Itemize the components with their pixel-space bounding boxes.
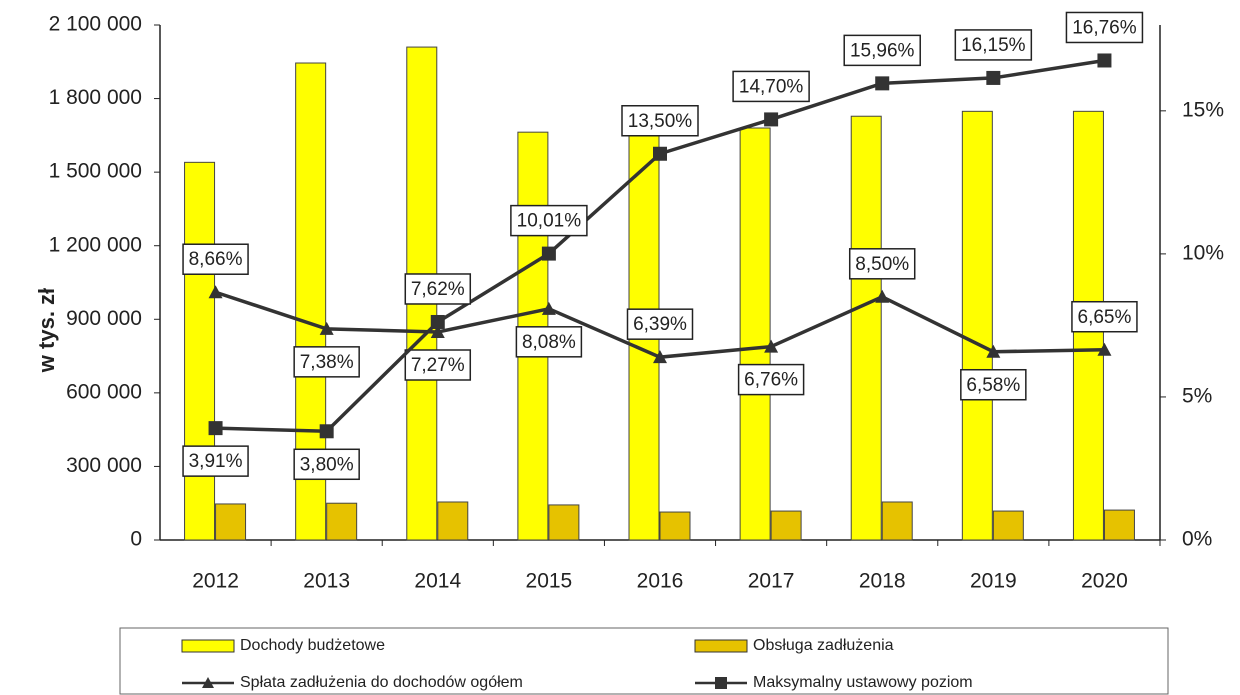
y-tick-label: 600 000: [66, 380, 142, 403]
label-box: [1065, 11, 1144, 44]
data-label: 3,91%: [189, 451, 243, 472]
marker: [430, 314, 445, 329]
data-label: 6,76%: [744, 370, 798, 391]
x-tick-label: 2013: [303, 570, 350, 593]
x-tick-label: 2018: [859, 570, 906, 593]
marker: [430, 324, 445, 338]
label-box: [293, 346, 360, 378]
marker: [986, 70, 1001, 85]
bar: [326, 502, 358, 541]
data-label: 7,62%: [411, 279, 465, 300]
marker: [541, 246, 556, 261]
x-tick-label: 2014: [414, 570, 461, 593]
legend-label: Dochody budżetowe: [240, 637, 385, 654]
data-label: 8,66%: [189, 249, 243, 270]
data-label: 6,65%: [1078, 307, 1132, 328]
marker: [208, 421, 223, 436]
marker: [986, 344, 1001, 358]
marker: [653, 146, 667, 161]
data-label: 7,27%: [411, 355, 465, 376]
y2-tick-label: 15%: [1182, 98, 1224, 121]
marker: [875, 76, 890, 91]
marker: [541, 301, 556, 315]
data-label: 16,15%: [961, 35, 1026, 56]
bar: [437, 501, 469, 541]
data-label: 16,76%: [1072, 17, 1137, 38]
data-label: 13,50%: [628, 111, 693, 132]
legend-swatch: [181, 639, 235, 653]
label-box: [732, 70, 810, 103]
legend-label: Obsługa zadłużenia: [753, 637, 894, 654]
label-box: [510, 204, 588, 237]
bar: [850, 115, 882, 541]
marker: [319, 321, 334, 335]
marker: [208, 285, 223, 299]
bar: [548, 504, 580, 541]
marker: [764, 112, 779, 127]
data-label: 10,01%: [517, 211, 582, 232]
x-tick-label: 2015: [526, 570, 573, 593]
data-label: 14,70%: [739, 76, 804, 97]
bar: [659, 511, 691, 541]
label-box: [954, 29, 1033, 61]
label-box: [621, 105, 699, 137]
data-label: 6,39%: [633, 314, 687, 335]
label-box: [1071, 300, 1138, 333]
label-box: [182, 243, 249, 275]
marker: [653, 350, 667, 364]
y-axis-label: w tys. zł: [34, 288, 59, 373]
marker: [875, 289, 890, 303]
label-box: [848, 248, 916, 280]
y-tick-label: 1 500 000: [49, 160, 142, 183]
label-box: [182, 445, 249, 477]
y2-tick-label: 0%: [1182, 528, 1212, 551]
bar: [770, 510, 802, 541]
label-box: [404, 273, 472, 305]
bar: [1103, 509, 1135, 541]
legend-marker: [202, 677, 214, 688]
bar: [215, 503, 247, 541]
bar: [992, 510, 1024, 541]
label-box: [626, 308, 694, 340]
marker: [1097, 342, 1112, 356]
y-tick-label: 1 800 000: [49, 86, 142, 109]
data-label: 15,96%: [850, 40, 915, 61]
legend: [119, 627, 1169, 695]
data-label: 8,08%: [522, 332, 576, 353]
y2-tick-label: 5%: [1182, 384, 1212, 407]
y-tick-label: 300 000: [66, 454, 142, 477]
label-box: [293, 448, 360, 481]
data-label: 3,80%: [300, 454, 354, 475]
bar: [184, 161, 216, 541]
y-tick-label: 900 000: [66, 307, 142, 330]
x-tick-label: 2016: [637, 570, 684, 593]
legend-swatch: [694, 639, 748, 653]
label-box: [515, 326, 583, 358]
marker: [764, 339, 779, 353]
y-tick-label: 2 100 000: [49, 13, 142, 36]
y-tick-label: 1 200 000: [49, 233, 142, 256]
data-label: 6,58%: [966, 375, 1020, 396]
y2-tick-label: 10%: [1182, 241, 1224, 264]
x-tick-label: 2020: [1081, 570, 1128, 593]
legend-label: Maksymalny ustawowy poziom: [753, 674, 973, 691]
label-box: [737, 363, 805, 396]
label-box: [404, 349, 472, 381]
bar: [739, 127, 771, 541]
x-tick-label: 2012: [192, 570, 239, 593]
marker: [1097, 53, 1112, 68]
x-tick-label: 2017: [748, 570, 795, 593]
legend-label: Spłata zadłużenia do dochodów ogółem: [240, 674, 523, 691]
marker: [319, 424, 334, 439]
y-tick-label: 0: [130, 528, 142, 551]
label-box: [960, 368, 1027, 401]
bar: [961, 110, 993, 541]
label-box: [843, 34, 921, 67]
data-label: 7,38%: [300, 352, 354, 373]
bar: [881, 501, 913, 541]
data-label: 8,50%: [855, 254, 909, 275]
x-tick-label: 2019: [970, 570, 1017, 593]
legend-marker: [715, 677, 727, 689]
